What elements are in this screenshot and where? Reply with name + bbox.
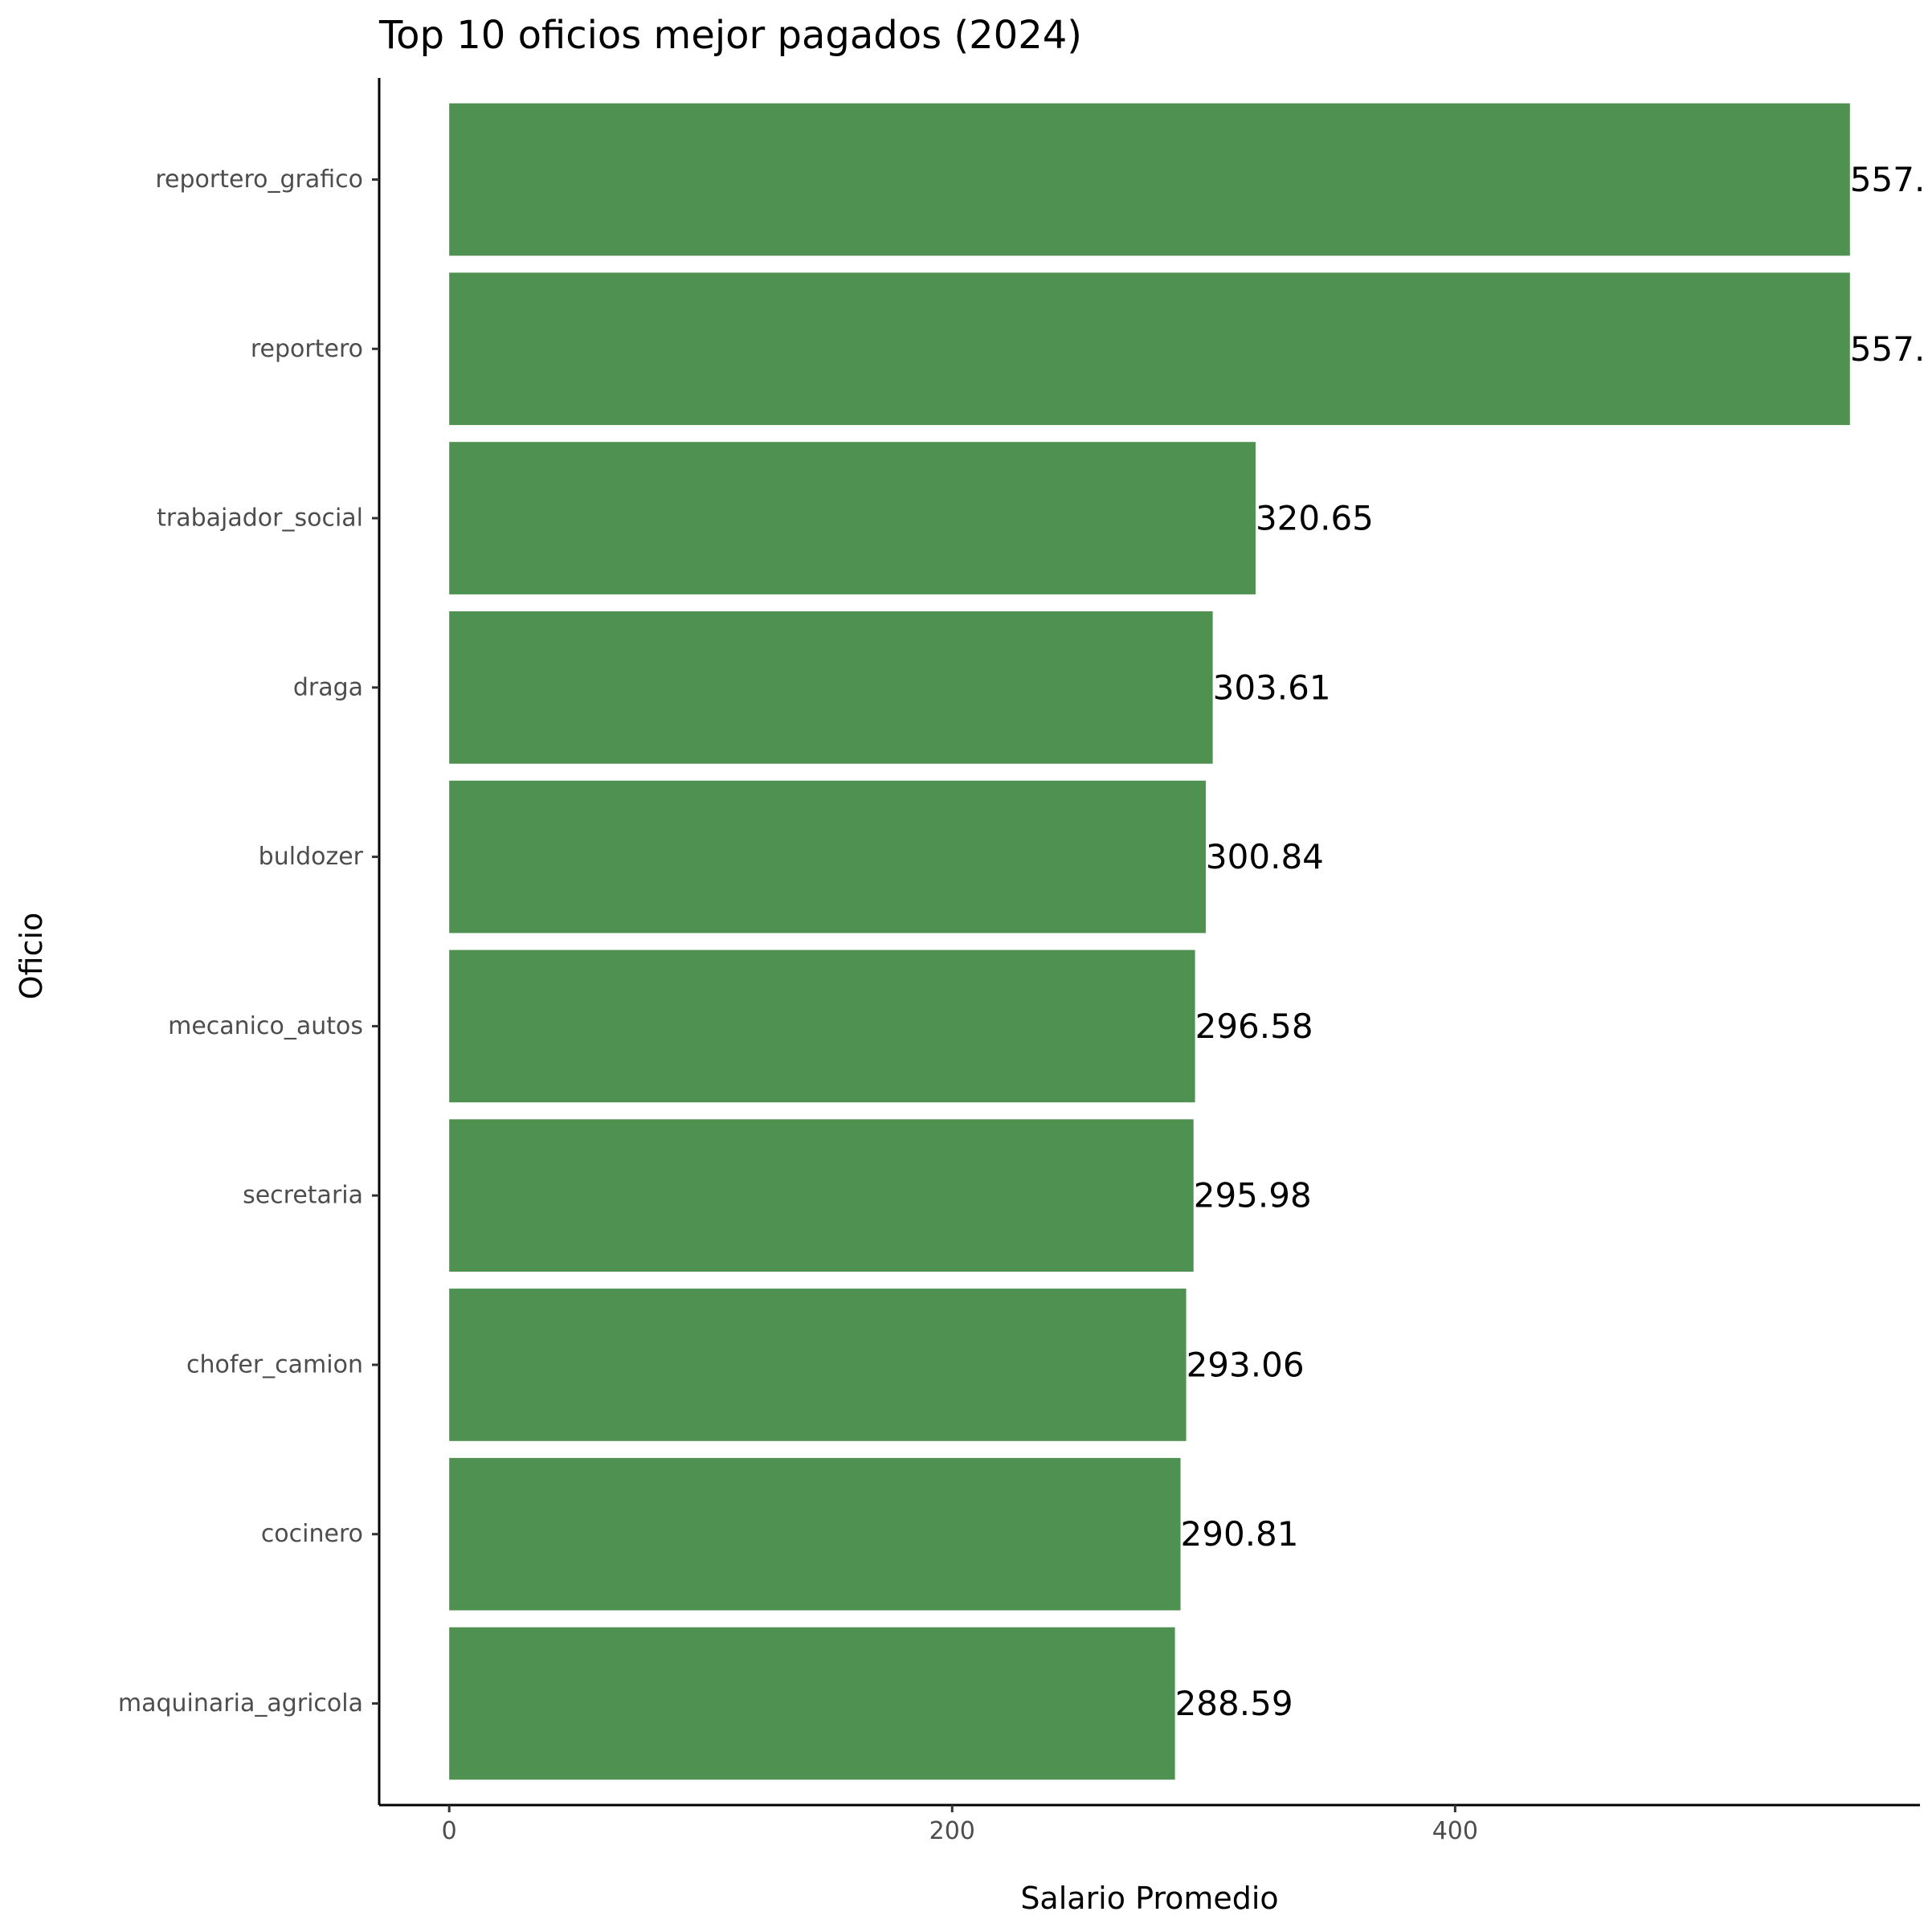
data-labels-layer: 557. 557. 320.65 303.61 300.84 296.58 295.98 29… [1175,160,1926,1723]
bar-buldozer [449,780,1206,933]
y-tick-label-reportero_grafico: reportero_grafico [155,165,363,194]
bar-reportero [449,272,1850,426]
y-tick-label-cocinero: cocinero [261,1520,363,1548]
data-label-maquinaria_agricola: 288.59 [1175,1684,1293,1723]
data-label-reportero: 557. [1850,329,1926,369]
data-label-cocinero: 290.81 [1181,1514,1299,1554]
data-label-buldozer: 300.84 [1206,837,1324,876]
y-axis-title: Oficio [14,913,49,1000]
data-label-secretaria: 295.98 [1194,1176,1312,1215]
bars-layer [449,103,1850,1780]
data-label-mecanico_autos: 296.58 [1195,1007,1313,1046]
y-tick-label-secretaria: secretaria [243,1182,363,1210]
bar-draga [449,611,1213,764]
x-axis-title: Salario Promedio [1020,1881,1278,1916]
x-tick-label: 200 [929,1817,975,1845]
y-tick-label-chofer_camion: chofer_camion [186,1350,363,1379]
y-tick-label-trabajador_social: trabajador_social [157,504,363,533]
bar-chofer_camion [449,1289,1187,1441]
y-axis: reportero_grafico reportero trabajador_soc… [118,165,379,1718]
bar-reportero_grafico [449,103,1850,256]
chart-title: Top 10 oficios mejor pagados (2024) [378,13,1082,58]
y-tick-label-buldozer: buldozer [259,843,364,871]
data-label-reportero_grafico: 557. [1850,160,1926,199]
bar-mecanico_autos [449,950,1195,1103]
data-label-draga: 303.61 [1213,668,1331,707]
y-tick-label-mecanico_autos: mecanico_autos [168,1012,363,1040]
y-tick-label-draga: draga [293,673,363,701]
data-label-chofer_camion: 293.06 [1187,1345,1305,1384]
y-tick-label-reportero: reportero [251,335,363,363]
x-tick-label: 0 [442,1817,457,1845]
bar-secretaria [449,1119,1194,1272]
bar-trabajador_social [449,442,1256,594]
bar-cocinero [449,1457,1181,1611]
data-label-trabajador_social: 320.65 [1256,499,1374,538]
y-tick-label-maquinaria_agricola: maquinaria_agricola [118,1689,363,1718]
bar-maquinaria_agricola [449,1627,1175,1780]
x-axis: 0 200 400 [442,1805,1478,1845]
x-tick-label: 400 [1432,1817,1478,1845]
